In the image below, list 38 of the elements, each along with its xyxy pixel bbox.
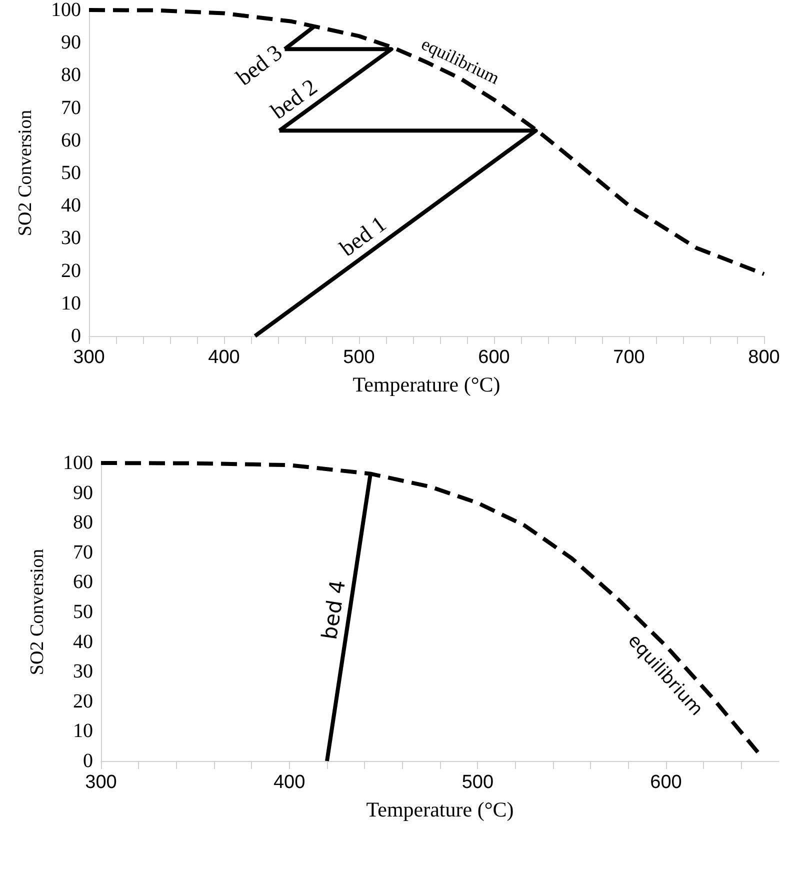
y-tick-label: 30 bbox=[73, 660, 93, 683]
x-tick-label: 500 bbox=[462, 772, 494, 793]
y-tick-label: 50 bbox=[73, 601, 93, 623]
x-tick-label: 600 bbox=[650, 772, 682, 793]
x-axis-title: Temperature (°C) bbox=[352, 372, 500, 396]
y-tick-label: 80 bbox=[73, 512, 93, 534]
y-tick-label: 20 bbox=[61, 260, 81, 282]
y-tick-label: 30 bbox=[61, 227, 81, 250]
y-tick-label: 40 bbox=[73, 630, 93, 653]
y-tick-label: 0 bbox=[71, 325, 81, 347]
x-tick-label: 800 bbox=[748, 347, 780, 368]
y-tick-label: 10 bbox=[73, 720, 93, 742]
y-tick-label: 100 bbox=[51, 0, 81, 21]
y-axis-title: SO2 Conversion bbox=[15, 109, 36, 236]
y-tick-label: 20 bbox=[73, 690, 93, 712]
y-tick-label: 70 bbox=[73, 541, 93, 564]
y-tick-label: 100 bbox=[63, 452, 93, 474]
x-tick-label: 700 bbox=[613, 347, 645, 368]
y-tick-label: 80 bbox=[61, 64, 81, 86]
y-tick-label: 70 bbox=[61, 96, 81, 119]
x-tick-label: 300 bbox=[85, 772, 117, 793]
x-tick-label: 600 bbox=[478, 347, 510, 368]
x-tick-label: 300 bbox=[73, 347, 105, 368]
y-tick-label: 0 bbox=[83, 750, 93, 772]
y-tick-label: 10 bbox=[61, 292, 81, 314]
y-tick-label: 90 bbox=[61, 32, 81, 54]
x-tick-label: 500 bbox=[343, 347, 375, 368]
y-axis-title: SO2 Conversion bbox=[27, 548, 48, 676]
text: bed 1 bbox=[335, 211, 391, 261]
y-tick-label: 40 bbox=[61, 194, 81, 217]
y-tick-label: 50 bbox=[61, 162, 81, 184]
x-tick-label: 400 bbox=[208, 347, 240, 368]
x-tick-label: 400 bbox=[273, 772, 306, 793]
y-tick-label: 90 bbox=[73, 482, 93, 504]
x-axis-title: Temperature (°C) bbox=[366, 798, 514, 822]
text: bed 4 bbox=[317, 578, 350, 642]
y-tick-label: 60 bbox=[73, 571, 93, 594]
y-tick-label: 60 bbox=[61, 129, 81, 152]
